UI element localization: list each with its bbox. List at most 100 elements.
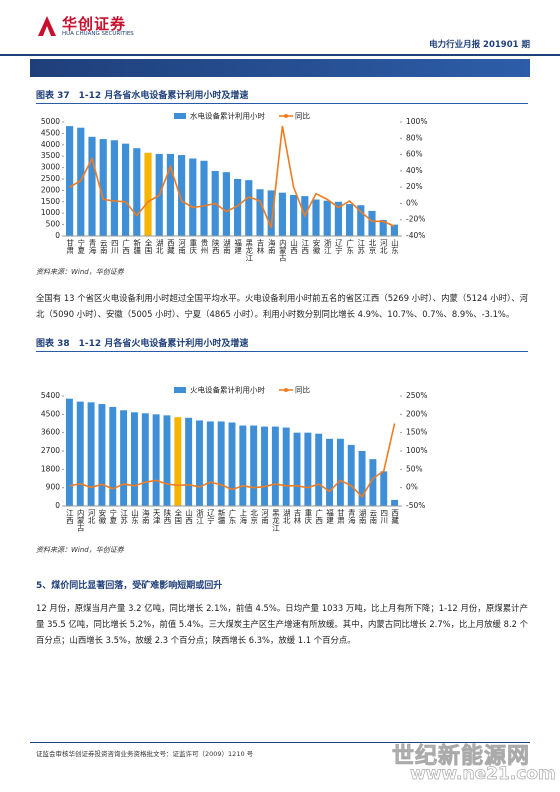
- x-tick-label: 河北: [87, 509, 96, 526]
- y-tick-label: 0: [55, 231, 60, 240]
- logo-en: HUA CHUANG SECURITIES: [62, 31, 134, 37]
- bar: [88, 136, 96, 236]
- x-tick-label: 陕西: [211, 238, 220, 256]
- y-tick-label: 4500: [41, 409, 60, 418]
- x-tick-label: 江西: [65, 509, 74, 526]
- bar: [120, 410, 128, 506]
- x-tick-label: 宁夏: [77, 238, 86, 255]
- x-tick-label: 重庆: [304, 509, 313, 526]
- bar: [217, 421, 225, 506]
- x-tick-label: 辽宁: [206, 509, 215, 525]
- x-tick-label: 四川: [110, 239, 119, 255]
- bar: [141, 413, 149, 506]
- bar: [77, 127, 85, 236]
- y2-tick-label: 80%: [406, 133, 423, 142]
- bar: [379, 220, 387, 236]
- y-tick-label: 0: [55, 501, 60, 510]
- bar: [174, 417, 182, 506]
- x-tick-label: 新疆: [133, 238, 142, 256]
- y2-tick-label: 100%: [406, 117, 427, 126]
- figure-caption: 图表 37 1-12 月各省水电设备累计利用小时及增速: [36, 88, 528, 104]
- source: 资料来源：Wind，华创证券: [36, 546, 124, 554]
- bar: [304, 432, 312, 506]
- y-tick-label: 2500: [41, 174, 60, 183]
- x-tick-label: 黑龙江: [271, 509, 280, 533]
- x-tick-label: 重庆: [189, 239, 198, 256]
- x-tick-label: 山西: [184, 508, 193, 526]
- bar: [239, 425, 247, 506]
- bar: [357, 205, 365, 236]
- line: [69, 125, 395, 229]
- bar: [130, 412, 138, 506]
- report-name: 电力行业月报 201901 期: [429, 40, 530, 50]
- bar: [98, 404, 106, 506]
- bar: [122, 143, 130, 236]
- bar: [323, 200, 331, 236]
- x-tick-label: 内蒙古: [278, 238, 287, 263]
- bar: [178, 155, 186, 236]
- legend-swatch: [284, 388, 288, 392]
- bar: [293, 432, 301, 506]
- bar: [196, 420, 203, 506]
- chart: 0 500 1000 1500 2000 2500 3000 3500 4000 4500 5000…: [41, 111, 428, 263]
- x-tick-label: 云南: [99, 239, 108, 255]
- bar: [234, 179, 242, 236]
- x-tick-label: 上海: [239, 509, 248, 526]
- x-tick-label: 山东: [390, 238, 399, 255]
- y2-tick-label: 20%: [406, 182, 423, 191]
- x-tick-label: 海南: [267, 238, 276, 255]
- footer: 证监会审核华创证券投资咨询业务资格批文号：证监许可（2009）1210 号: [36, 750, 254, 758]
- bar: [336, 438, 344, 506]
- bar: [76, 401, 84, 506]
- x-tick-label: 北京: [368, 239, 377, 256]
- y-tick-label: 1500: [41, 197, 60, 206]
- x-tick-label: 新疆: [217, 508, 226, 526]
- x-tick-label: 全国: [174, 508, 183, 526]
- x-tick-label: 湖南: [358, 509, 367, 525]
- x-tick-label: 全国: [144, 238, 153, 256]
- y2-tick-label: -20%: [406, 215, 425, 224]
- bar: [267, 190, 275, 236]
- section-heading: 5、煤价同比显著回落，受矿难影响短期或回升: [36, 581, 223, 591]
- bar: [334, 201, 342, 236]
- x-tick-label: 辽宁: [334, 239, 343, 255]
- bar: [271, 426, 279, 506]
- bar: [282, 427, 290, 506]
- source: 资料来源：Wind，华创证券: [36, 268, 124, 276]
- x-tick-label: 山西: [289, 238, 298, 256]
- logo-text: 华创证券: [62, 15, 127, 33]
- y-tick-label: 5000: [41, 117, 60, 126]
- paragraph: 12 月份，原煤当月产量 3.2 亿吨，同比增长 2.1%，前值 4.5%。日均…: [36, 603, 528, 645]
- legend-label: 水电设备累计利用小时: [190, 111, 265, 121]
- x-tick-label: 广东: [228, 508, 237, 525]
- y-tick-label: 500: [46, 220, 61, 229]
- header-rule: [0, 54, 560, 56]
- x-tick-label: 黑龙江: [245, 239, 254, 263]
- y2-tick-label: 0%: [406, 198, 418, 207]
- legend-label: 同比: [295, 385, 310, 395]
- x-tick-label: 海南: [141, 508, 150, 525]
- legend-label: 同比: [295, 111, 310, 121]
- bar: [390, 224, 398, 236]
- bar: [189, 158, 197, 236]
- bar: [228, 422, 236, 506]
- y2-tick-label: 50%: [406, 464, 423, 473]
- x-tick-label: 宁夏: [109, 508, 118, 525]
- bar: [200, 160, 208, 236]
- x-tick-label: 甘肃: [336, 508, 345, 526]
- x-tick-label: 江苏: [119, 509, 128, 526]
- y-tick-label: 900: [46, 483, 61, 492]
- y-tick-label: 1800: [41, 464, 60, 473]
- bar: [315, 433, 323, 506]
- y-tick-label: 1000: [41, 208, 60, 217]
- legend-swatch: [174, 387, 186, 393]
- bar: [358, 451, 366, 506]
- watermark: 世纪新能源网: [392, 744, 531, 770]
- x-tick-label: 内蒙古: [76, 508, 85, 533]
- x-tick-label: 河北: [379, 239, 388, 256]
- y2-tick-label: 200%: [406, 409, 427, 418]
- y2-tick-label: 60%: [406, 150, 423, 159]
- y-tick-label: 2700: [41, 446, 60, 455]
- bar: [166, 153, 174, 236]
- y2-tick-label: 100%: [406, 446, 427, 455]
